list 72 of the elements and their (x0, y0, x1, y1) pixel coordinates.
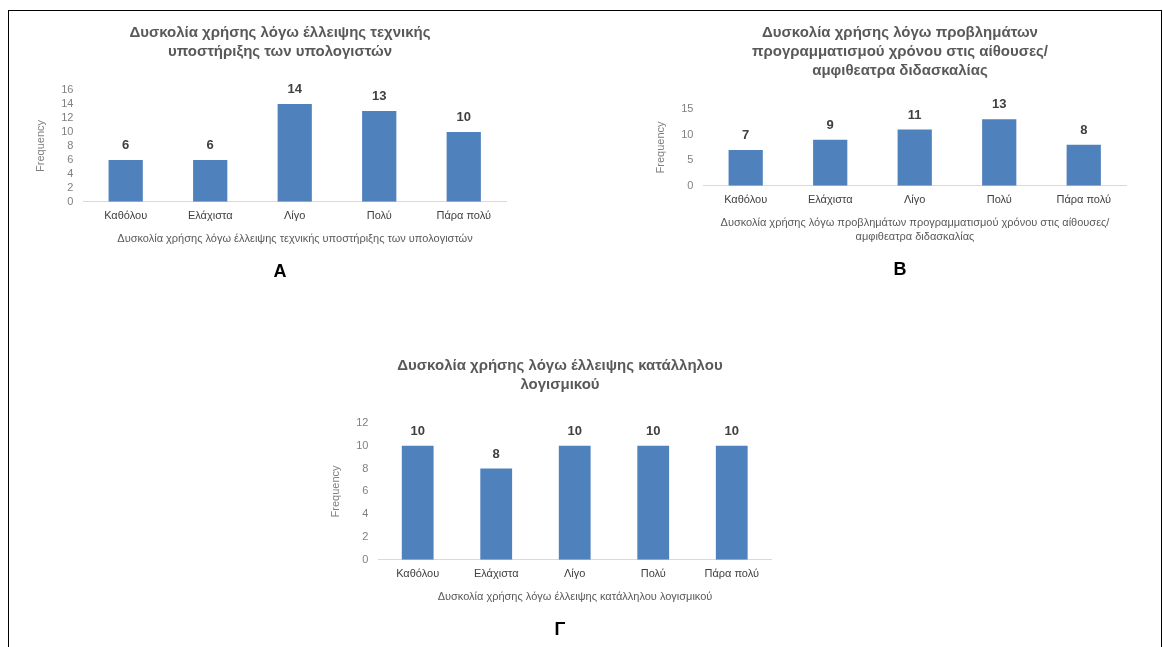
x-tick-label: Πάρα πολύ (436, 209, 492, 222)
y-tick-label: 5 (687, 153, 694, 166)
data-label: 7 (742, 127, 750, 143)
y-tick-label: 4 (67, 166, 74, 179)
x-axis-title: Δυσκολία χρήσης λόγω έλλειψης τεχνικής υποστήριξης των υπολογιστών (116, 231, 474, 245)
chart-title: Δυσκολία χρήσης λόγω έλλειψης τεχνικής υποστήριξης των υπολογιστών (128, 22, 432, 60)
y-tick-label: 2 (67, 180, 74, 193)
data-label: 10 (724, 422, 739, 438)
y-tick-label: 2 (362, 530, 369, 543)
y-tick-label: 15 (681, 102, 694, 115)
bar (982, 119, 1017, 186)
x-tick-label: Καθόλου (724, 193, 768, 206)
x-axis-title: Δυσκολία χρήσης λόγω έλλειψης κατάλληλου λογισμικού (436, 589, 714, 603)
x-tick-label: Λίγο (564, 567, 586, 580)
y-tick-label: 8 (67, 138, 74, 151)
x-tick-label: Πάρα πολύ (1056, 193, 1112, 206)
text: Γ (553, 619, 567, 640)
data-label: 8 (1080, 121, 1088, 137)
x-tick-label: Πάρα πολύ (704, 567, 760, 580)
x-tick-label: Πολύ (986, 193, 1012, 206)
chart-title: Δυσκολία χρήσης λόγω προβλημάτων προγραμματισμού χρόνου στις αίθουσες/αμφιθεατρα διδασκαλίας (751, 22, 1049, 79)
x-tick-label: Ελάχιστα (187, 209, 234, 222)
data-label: 14 (287, 81, 303, 97)
data-label: 10 (456, 109, 471, 124)
y-tick-label: 0 (687, 178, 694, 191)
x-axis-title: Δυσκολία χρήσης λόγω προβλημάτων προγραμματισμού χρόνου στις αίθουσες/αμφιθεατρα διδασκαλίας (719, 215, 1111, 243)
y-tick-label: 0 (362, 552, 369, 565)
bar (897, 129, 932, 186)
bar (446, 131, 481, 202)
x-tick-label: Λίγο (904, 193, 926, 206)
data-label: 13 (372, 88, 387, 104)
x-tick-label: Πολύ (366, 209, 392, 222)
chart-title: Δυσκολία χρήσης λόγω έλλειψης κατάλληλου λογισμικού (396, 355, 724, 393)
data-label: 9 (826, 116, 834, 132)
x-tick-label: Πολύ (640, 567, 666, 580)
data-label: 6 (206, 136, 214, 152)
y-axis-title: Frequency (328, 464, 341, 518)
data-label: 10 (410, 422, 425, 438)
y-tick-label: 8 (362, 461, 369, 474)
bar (193, 159, 228, 202)
y-axis-title: Frequency (653, 120, 666, 174)
y-tick-label: 10 (356, 438, 369, 451)
y-tick-label: 6 (362, 484, 369, 497)
x-tick-label: Καθόλου (104, 209, 148, 222)
x-tick-label: Λίγο (284, 209, 306, 222)
bar (1066, 144, 1101, 186)
y-tick-label: 10 (681, 127, 694, 140)
bar (108, 159, 143, 202)
y-axis-title: Frequency (33, 119, 46, 172)
bar (362, 110, 397, 202)
text: B (892, 259, 908, 280)
y-tick-label: 12 (61, 110, 74, 123)
data-label: 10 (646, 422, 661, 438)
bar (277, 103, 312, 202)
data-label: 13 (992, 96, 1007, 112)
y-tick-label: 10 (61, 124, 74, 137)
bar (728, 149, 763, 186)
y-tick-label: 4 (362, 507, 369, 520)
text: A (272, 261, 288, 282)
y-tick-label: 0 (67, 194, 74, 207)
y-tick-label: 12 (356, 416, 369, 429)
data-label: 11 (907, 106, 922, 122)
data-label: 6 (122, 136, 130, 152)
x-tick-label: Ελάχιστα (473, 567, 520, 580)
y-tick-label: 16 (61, 83, 74, 96)
y-tick-label: 6 (67, 152, 74, 165)
x-tick-label: Καθόλου (396, 567, 440, 580)
data-label: 10 (567, 422, 582, 438)
x-tick-label: Ελάχιστα (807, 193, 854, 206)
bar (813, 139, 848, 186)
y-tick-label: 14 (61, 97, 74, 110)
data-label: 8 (492, 445, 500, 461)
